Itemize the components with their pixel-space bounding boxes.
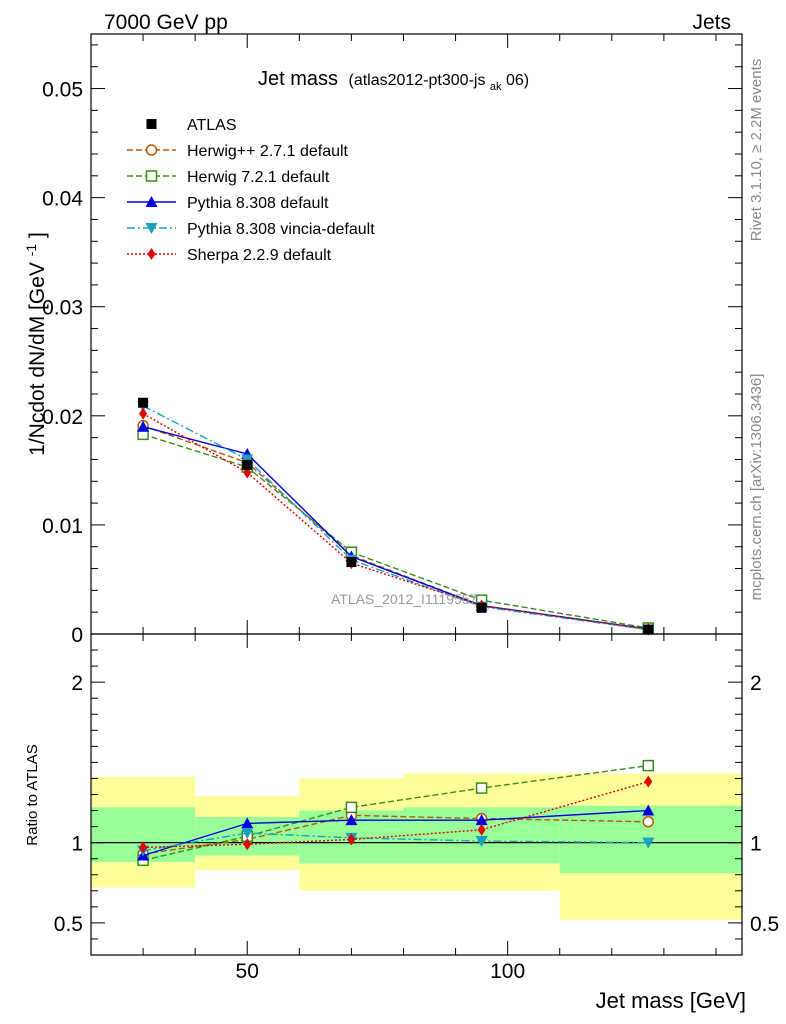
main-ytick-label-5: 0.05 — [42, 79, 83, 102]
series-4-ratio-point-1 — [243, 838, 252, 851]
ratio-ytick-label-left-1: 1 — [71, 833, 83, 856]
chart-title: Jet mass (atlas2012-pt300-js ak 06) — [258, 68, 529, 94]
series-4-ratio-point-4 — [644, 775, 653, 788]
atlas-data-point-3 — [476, 602, 487, 613]
chart-title-sub: (atlas2012-pt300-js — [348, 72, 485, 89]
xtick-label-0: 50 — [236, 960, 259, 983]
main-ytick-label-3: 0.03 — [42, 297, 83, 320]
series-0-ratio-point-4 — [642, 816, 655, 828]
legend-label-1: Herwig 7.2.1 default — [187, 169, 330, 186]
analysis-watermark: ATLAS_2012_I1119557 — [331, 591, 478, 607]
xtick-label-1: 100 — [490, 960, 525, 983]
series-2-ratio-point-2 — [345, 814, 358, 826]
legend-label-2: Pythia 8.308 default — [187, 195, 329, 212]
atlas-data-point-2 — [346, 557, 357, 567]
main-ytick-label-2: 0.02 — [42, 406, 83, 429]
atlas-data-point-1 — [242, 459, 253, 470]
legend-label-atlas: ATLAS — [187, 117, 237, 134]
series-2-main-point-0 — [137, 420, 150, 432]
legend-label-4: Sherpa 2.2.9 default — [187, 247, 332, 264]
series-3-ratio-point-4 — [642, 837, 655, 849]
series-3-ratio-point-3 — [475, 836, 488, 848]
axis-tick-labels: 0 0.01 0.02 0.03 0.04 0.05 0.5 0.5 1 1 2 2 50 100 — [42, 79, 779, 983]
chart-title-sub-close: 06) — [506, 72, 529, 89]
mcplots-label: mcplots.cern.ch [arXiv:1306.3436] — [748, 374, 765, 601]
y-axis-label-main-close: ] — [26, 232, 49, 238]
ratio-panel-series — [137, 759, 655, 867]
header-left: 7000 GeV pp — [104, 11, 228, 34]
main-ytick-label-0: 0 — [71, 624, 83, 647]
ratio-ytick-label-right-0: 0.5 — [750, 913, 779, 936]
series-1-ratio-point-2 — [345, 801, 358, 814]
legend-marker-2 — [145, 196, 158, 207]
main-ytick-label-1: 0.01 — [42, 515, 83, 538]
legend-marker-1 — [145, 170, 158, 182]
y-axis-label-main-text: 1/Ncdot dN/dM [GeV — [26, 262, 49, 456]
series-4-ratio-point-3 — [477, 823, 486, 836]
series-4-ratio-point-0 — [139, 841, 148, 854]
legend-marker-0 — [145, 144, 158, 156]
legend-marker-atlas — [146, 119, 157, 129]
ratio-ytick-label-right-2: 2 — [750, 672, 762, 695]
legend: ATLAS Herwig++ 2.7.1 default Herwig 7.2.1 … — [127, 117, 375, 264]
atlas-data-point-0 — [138, 397, 149, 408]
header-right: Jets — [692, 11, 731, 34]
axis-ticks — [90, 34, 742, 955]
main-ytick-label-4: 0.04 — [42, 188, 83, 211]
series-2-ratio-point-1 — [241, 817, 254, 829]
series-2-ratio-point-4 — [642, 804, 655, 816]
series-1-ratio-point-3 — [475, 782, 488, 794]
y-axis-label-ratio: Ratio to ATLAS — [24, 744, 41, 845]
ratio-ytick-label-left-2: 2 — [71, 672, 83, 695]
chart-title-main: Jet mass — [258, 68, 338, 90]
legend-marker-3 — [145, 223, 158, 234]
ratio-ytick-label-right-1: 1 — [750, 833, 762, 856]
legend-label-3: Pythia 8.308 vincia-default — [187, 221, 375, 238]
y-axis-label-main: 1/Ncdot dN/dM [GeV -1 ] — [18, 232, 49, 456]
legend-label-0: Herwig++ 2.7.1 default — [187, 143, 349, 160]
x-axis-label: Jet mass [GeV] — [596, 988, 746, 1013]
series-4-main-point-0 — [139, 407, 148, 420]
ratio-ytick-label-left-0: 0.5 — [54, 913, 83, 936]
y-axis-label-main-sup: -1 — [23, 244, 39, 257]
series-4-ratio-point-2 — [347, 833, 356, 846]
main-panel-series — [137, 397, 655, 636]
series-1-ratio-point-4 — [642, 759, 655, 772]
series-2-ratio-point-3 — [475, 814, 488, 826]
atlas-data-point-4 — [643, 624, 654, 635]
legend-marker-4 — [147, 248, 156, 260]
chart-title-sub-subscript: ak — [490, 81, 502, 93]
series-3-ratio-point-1 — [241, 828, 254, 840]
rivet-version-label: Rivet 3.1.10, ≥ 2.2M events — [748, 59, 765, 242]
